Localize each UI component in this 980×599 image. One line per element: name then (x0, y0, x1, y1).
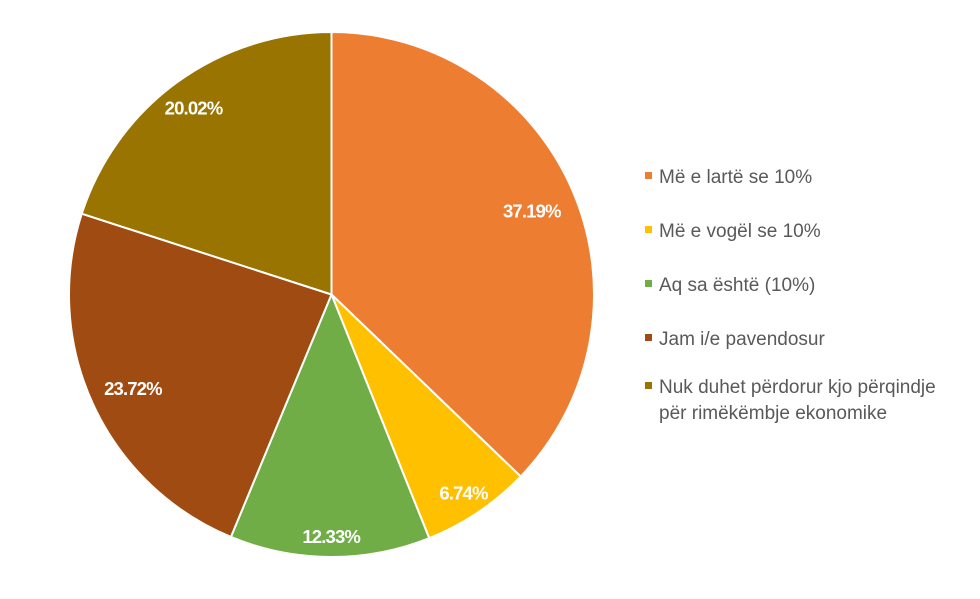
svg-text:20.02%: 20.02% (165, 97, 223, 118)
svg-text:6.74%: 6.74% (439, 482, 488, 503)
svg-text:12.33%: 12.33% (302, 526, 360, 547)
svg-text:23.72%: 23.72% (104, 378, 162, 399)
svg-text:37.19%: 37.19% (503, 201, 561, 222)
